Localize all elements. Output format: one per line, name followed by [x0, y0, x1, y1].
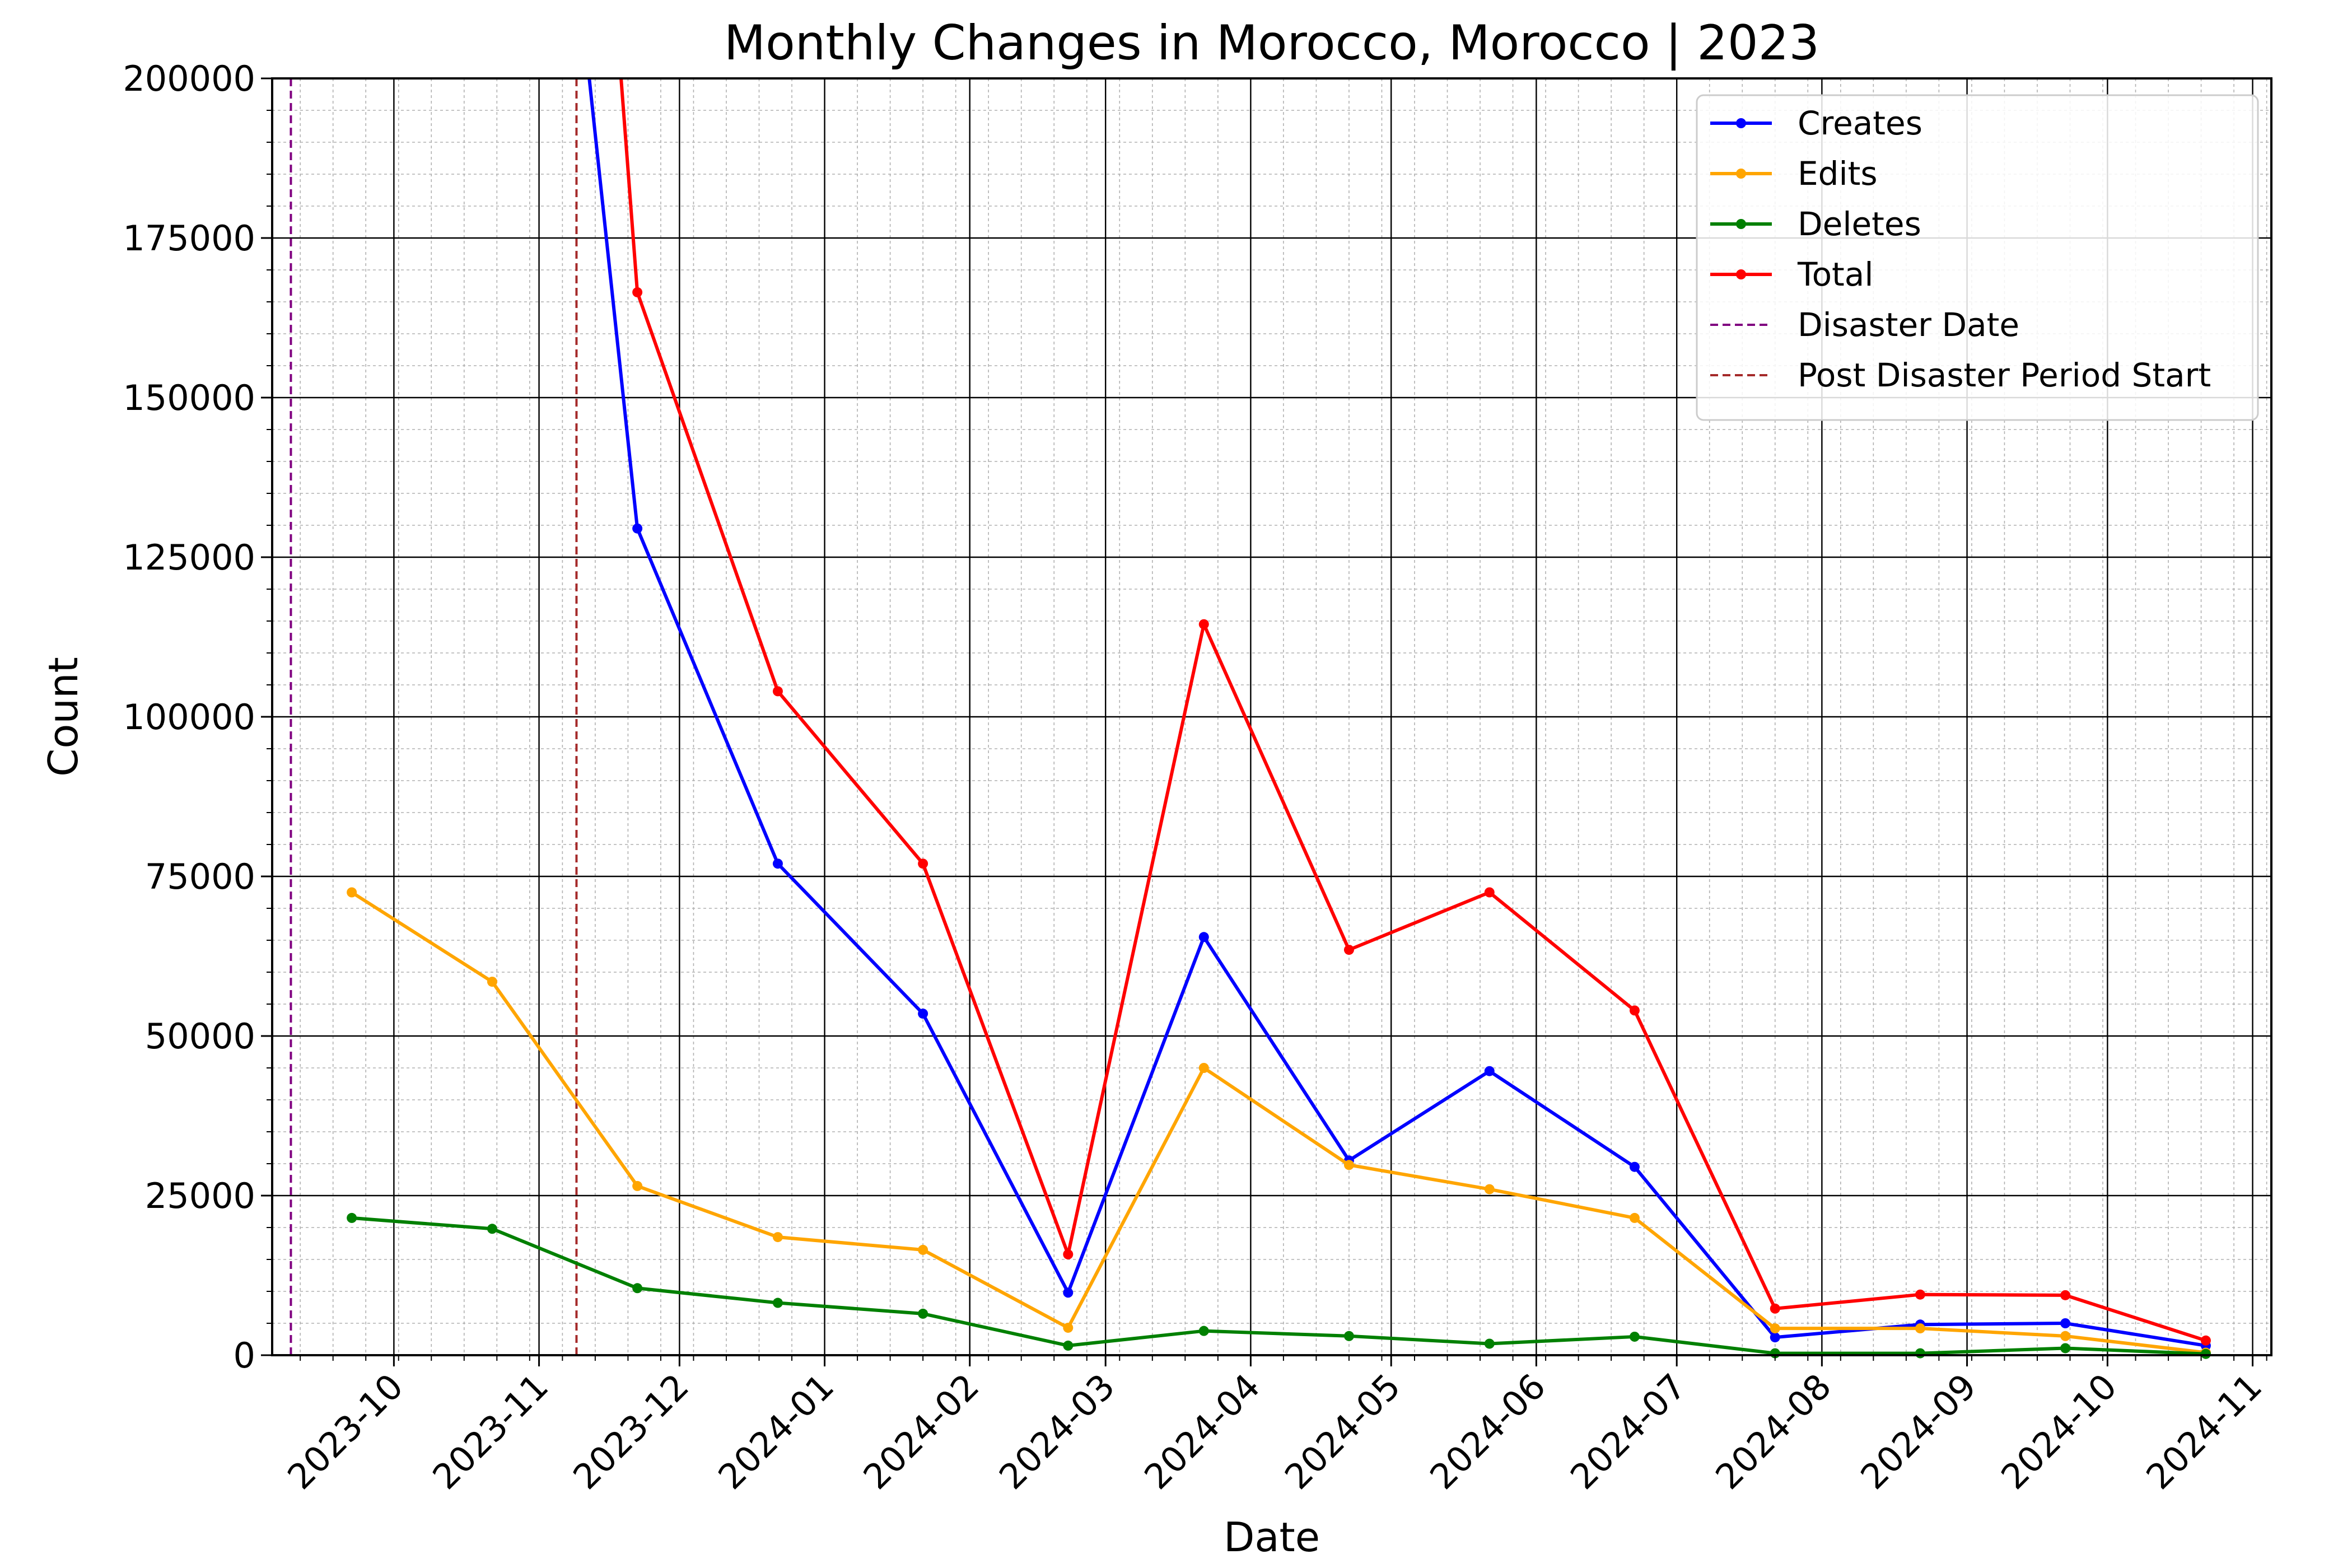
data-point	[1629, 1212, 1640, 1223]
data-point	[1063, 1287, 1074, 1298]
chart-title: Monthly Changes in Morocco, Morocco | 20…	[724, 15, 1819, 71]
data-point	[1484, 887, 1495, 898]
data-point	[1063, 1322, 1074, 1333]
data-point	[632, 1283, 643, 1294]
data-point	[347, 1212, 357, 1223]
y-tick-label: 100000	[123, 697, 255, 738]
data-point	[1770, 1323, 1780, 1334]
data-point	[918, 1308, 928, 1319]
y-tick-label: 200000	[123, 58, 255, 99]
data-point	[2060, 1290, 2071, 1300]
data-point	[918, 1009, 928, 1019]
data-point	[1484, 1184, 1495, 1194]
series-line	[351, 1216, 2206, 1355]
legend-label: Edits	[1798, 155, 1878, 193]
data-point	[1343, 1331, 1354, 1341]
data-point	[487, 1224, 497, 1234]
y-tick-label: 75000	[145, 856, 255, 897]
data-point	[1198, 932, 1209, 942]
data-point	[1770, 1332, 1780, 1343]
data-point	[2060, 1318, 2071, 1328]
data-point	[1063, 1340, 1074, 1351]
y-tick-label: 175000	[123, 218, 255, 259]
legend-label: Deletes	[1798, 205, 1921, 243]
data-point	[347, 887, 357, 898]
data-point	[772, 686, 783, 697]
reference-lines	[290, 78, 578, 1355]
data-point	[1629, 1005, 1640, 1016]
data-point	[1343, 945, 1354, 955]
data-point	[487, 977, 497, 987]
data-point	[632, 523, 643, 534]
legend-label: Total	[1797, 255, 1873, 293]
data-point	[1198, 619, 1209, 629]
data-point	[1063, 1249, 1074, 1259]
data-point	[772, 1298, 783, 1308]
legend-marker	[1736, 219, 1746, 229]
y-tick-label: 25000	[145, 1175, 255, 1216]
legend-label: Post Disaster Period Start	[1798, 356, 2211, 394]
legend-marker	[1736, 118, 1746, 128]
legend-marker	[1736, 269, 1746, 279]
data-point	[918, 1244, 928, 1255]
data-point	[2060, 1343, 2071, 1354]
data-point	[1770, 1303, 1780, 1314]
series-line	[351, 890, 2206, 1355]
data-point	[918, 858, 928, 869]
y-tick-label: 50000	[145, 1016, 255, 1057]
legend-label: Disaster Date	[1798, 306, 2019, 344]
data-point	[1915, 1348, 1925, 1359]
data-point	[1915, 1289, 1925, 1300]
data-point	[1629, 1161, 1640, 1172]
data-point	[2060, 1331, 2071, 1341]
data-point	[2200, 1348, 2211, 1359]
data-point	[1343, 1160, 1354, 1170]
legend-box	[1696, 94, 2259, 421]
x-axis-label: Date	[1224, 1514, 1320, 1561]
data-point	[1629, 1331, 1640, 1342]
data-point	[772, 1232, 783, 1243]
data-point	[2200, 1335, 2211, 1346]
legend-label: Creates	[1798, 104, 1922, 142]
series-layer	[347, 78, 2211, 1359]
data-point	[632, 287, 643, 297]
data-point	[1198, 1326, 1209, 1336]
data-point	[1484, 1338, 1495, 1349]
legend-marker	[1736, 169, 1746, 179]
data-point	[1915, 1323, 1925, 1334]
y-tick-label: 0	[234, 1335, 255, 1376]
y-tick-label: 150000	[123, 377, 255, 418]
data-point	[1484, 1066, 1495, 1076]
data-point	[632, 1180, 643, 1191]
y-axis-label: Count	[40, 657, 87, 777]
data-point	[772, 858, 783, 869]
data-point	[1198, 1063, 1209, 1073]
legend: Creates Edits Deletes Total Disaster Date Pos…	[1696, 94, 2259, 421]
y-tick-label: 125000	[123, 537, 255, 578]
